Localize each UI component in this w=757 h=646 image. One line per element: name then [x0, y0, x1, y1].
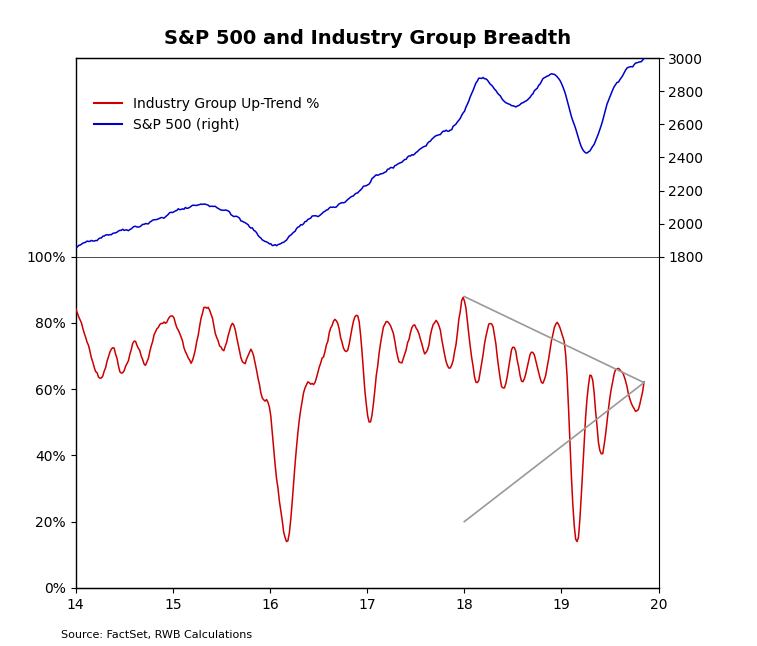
Text: Source: FactSet, RWB Calculations: Source: FactSet, RWB Calculations	[61, 630, 251, 640]
Legend: Industry Group Up-Trend %, S&P 500 (right): Industry Group Up-Trend %, S&P 500 (righ…	[89, 92, 325, 138]
Title: S&P 500 and Industry Group Breadth: S&P 500 and Industry Group Breadth	[164, 29, 571, 48]
